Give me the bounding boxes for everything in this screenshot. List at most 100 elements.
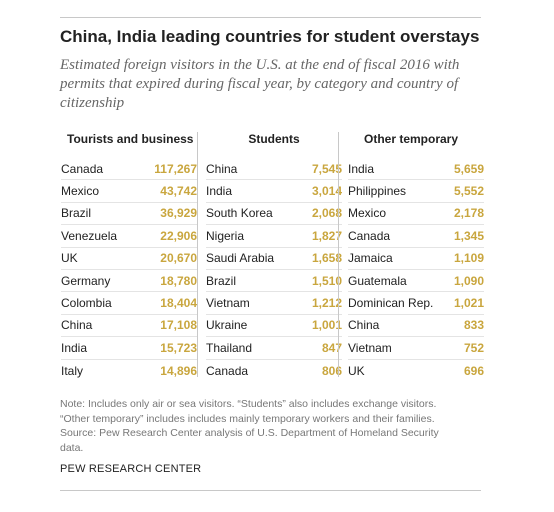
table-row: India 3,014 xyxy=(206,180,342,203)
table-row: Vietnam 1,212 xyxy=(206,292,342,315)
country-label: Ukraine xyxy=(206,318,248,333)
country-label: Nigeria xyxy=(206,228,245,243)
country-label: Philippines xyxy=(348,184,407,199)
table-row: China 833 xyxy=(348,315,484,338)
value-label: 17,108 xyxy=(160,318,197,333)
note-line: Note: Includes only air or sea visitors.… xyxy=(60,398,437,410)
value-label: 5,659 xyxy=(453,161,484,176)
value-label: 18,780 xyxy=(160,273,197,288)
table-row: Canada 1,345 xyxy=(348,225,484,248)
value-label: 43,742 xyxy=(160,184,197,199)
table-row: Mexico 43,742 xyxy=(61,180,197,203)
column-header: Other temporary xyxy=(364,132,459,146)
country-label: Italy xyxy=(61,363,84,378)
table-row: Nigeria 1,827 xyxy=(206,225,342,248)
country-label: UK xyxy=(348,363,365,378)
table-row: India 5,659 xyxy=(348,158,484,181)
country-label: UK xyxy=(61,251,78,266)
table-row: China 7,545 xyxy=(206,158,342,181)
value-label: 1,345 xyxy=(453,228,484,243)
country-label: Mexico xyxy=(348,206,387,221)
value-label: 1,827 xyxy=(311,228,342,243)
country-label: Venezuela xyxy=(61,228,118,243)
country-label: Dominican Rep. xyxy=(348,296,434,311)
country-label: Thailand xyxy=(206,340,253,355)
value-label: 117,267 xyxy=(154,161,197,176)
column-header: Students xyxy=(248,132,300,146)
country-label: China xyxy=(206,161,238,176)
table-row: Dominican Rep. 1,021 xyxy=(348,292,484,315)
country-label: India xyxy=(61,340,88,355)
country-label: Jamaica xyxy=(348,251,393,266)
country-label: China xyxy=(61,318,93,333)
value-label: 2,068 xyxy=(311,206,342,221)
country-label: Brazil xyxy=(61,206,92,221)
table-row: South Korea 2,068 xyxy=(206,203,342,226)
chart-subtitle: Estimated foreign visitors in the U.S. a… xyxy=(60,57,460,111)
value-label: 14,896 xyxy=(160,363,197,378)
value-label: 806 xyxy=(321,363,342,378)
value-label: 1,510 xyxy=(311,273,342,288)
table-row: UK 696 xyxy=(348,360,484,382)
value-label: 2,178 xyxy=(453,206,484,221)
column-students: Students China 7,545 India 3,014 South Korea 2… xyxy=(206,132,342,382)
column-tourists-business: Tourists and business Canada 117,267 Mexico… xyxy=(61,132,197,382)
value-label: 752 xyxy=(463,340,484,355)
bottom-rule xyxy=(60,490,481,491)
table-row: Philippines 5,552 xyxy=(348,180,484,203)
value-label: 36,929 xyxy=(160,206,197,221)
country-label: Canada xyxy=(61,161,104,176)
table-row: Mexico 2,178 xyxy=(348,203,484,226)
value-label: 3,014 xyxy=(311,184,342,199)
table-row: Venezuela 22,906 xyxy=(61,225,197,248)
note-line: “Other temporary” includes includes main… xyxy=(60,412,435,425)
value-label: 847 xyxy=(321,340,342,355)
table-row: China 17,108 xyxy=(61,315,197,338)
value-label: 7,545 xyxy=(311,161,342,176)
country-label: Vietnam xyxy=(206,296,250,311)
country-label: Saudi Arabia xyxy=(206,251,275,266)
table-row: Thailand 847 xyxy=(206,337,342,360)
value-label: 696 xyxy=(463,363,484,378)
source-organization: PEW RESEARCH CENTER xyxy=(60,463,202,475)
country-label: India xyxy=(348,161,375,176)
table-row: Guatemala 1,090 xyxy=(348,270,484,293)
table-row: Canada 117,267 xyxy=(61,158,197,181)
value-label: 22,906 xyxy=(160,228,197,243)
column-divider xyxy=(338,132,339,377)
table-row: Germany 18,780 xyxy=(61,270,197,293)
table-row: Vietnam 752 xyxy=(348,337,484,360)
chart-title: China, India leading countries for stude… xyxy=(60,27,480,46)
country-label: Guatemala xyxy=(348,273,407,288)
table-row: UK 20,670 xyxy=(61,248,197,270)
country-label: Mexico xyxy=(61,184,100,199)
table-row: Saudi Arabia 1,658 xyxy=(206,248,342,270)
column-other-temporary: Other temporary India 5,659 Philippines 5,55… xyxy=(348,132,484,382)
value-label: 18,404 xyxy=(160,296,197,311)
column-divider xyxy=(197,132,198,377)
country-label: Canada xyxy=(348,228,391,243)
value-label: 1,021 xyxy=(453,296,484,311)
value-label: 20,670 xyxy=(160,251,197,266)
country-label: Vietnam xyxy=(348,340,392,355)
value-label: 1,109 xyxy=(453,251,484,266)
table-row: Ukraine 1,001 xyxy=(206,315,342,338)
country-label: Brazil xyxy=(206,273,237,288)
country-label: Colombia xyxy=(61,296,112,311)
table-row: Colombia 18,404 xyxy=(61,292,197,315)
value-label: 1,001 xyxy=(311,318,342,333)
chart-note: Note: Includes only air or sea visitors.… xyxy=(60,397,490,455)
country-label: India xyxy=(206,184,233,199)
country-label: Canada xyxy=(206,363,249,378)
note-line: data. xyxy=(60,441,84,454)
value-label: 1,212 xyxy=(311,296,342,311)
table-row: Brazil 1,510 xyxy=(206,270,342,293)
table-row: Jamaica 1,109 xyxy=(348,248,484,270)
value-label: 1,658 xyxy=(311,251,342,266)
note-line: Source: Pew Research Center analysis of … xyxy=(60,427,439,440)
value-label: 5,552 xyxy=(453,184,484,199)
value-label: 833 xyxy=(463,318,484,333)
country-label: South Korea xyxy=(206,206,273,221)
column-header: Tourists and business xyxy=(67,132,194,146)
table-row: Italy 14,896 xyxy=(61,360,197,382)
